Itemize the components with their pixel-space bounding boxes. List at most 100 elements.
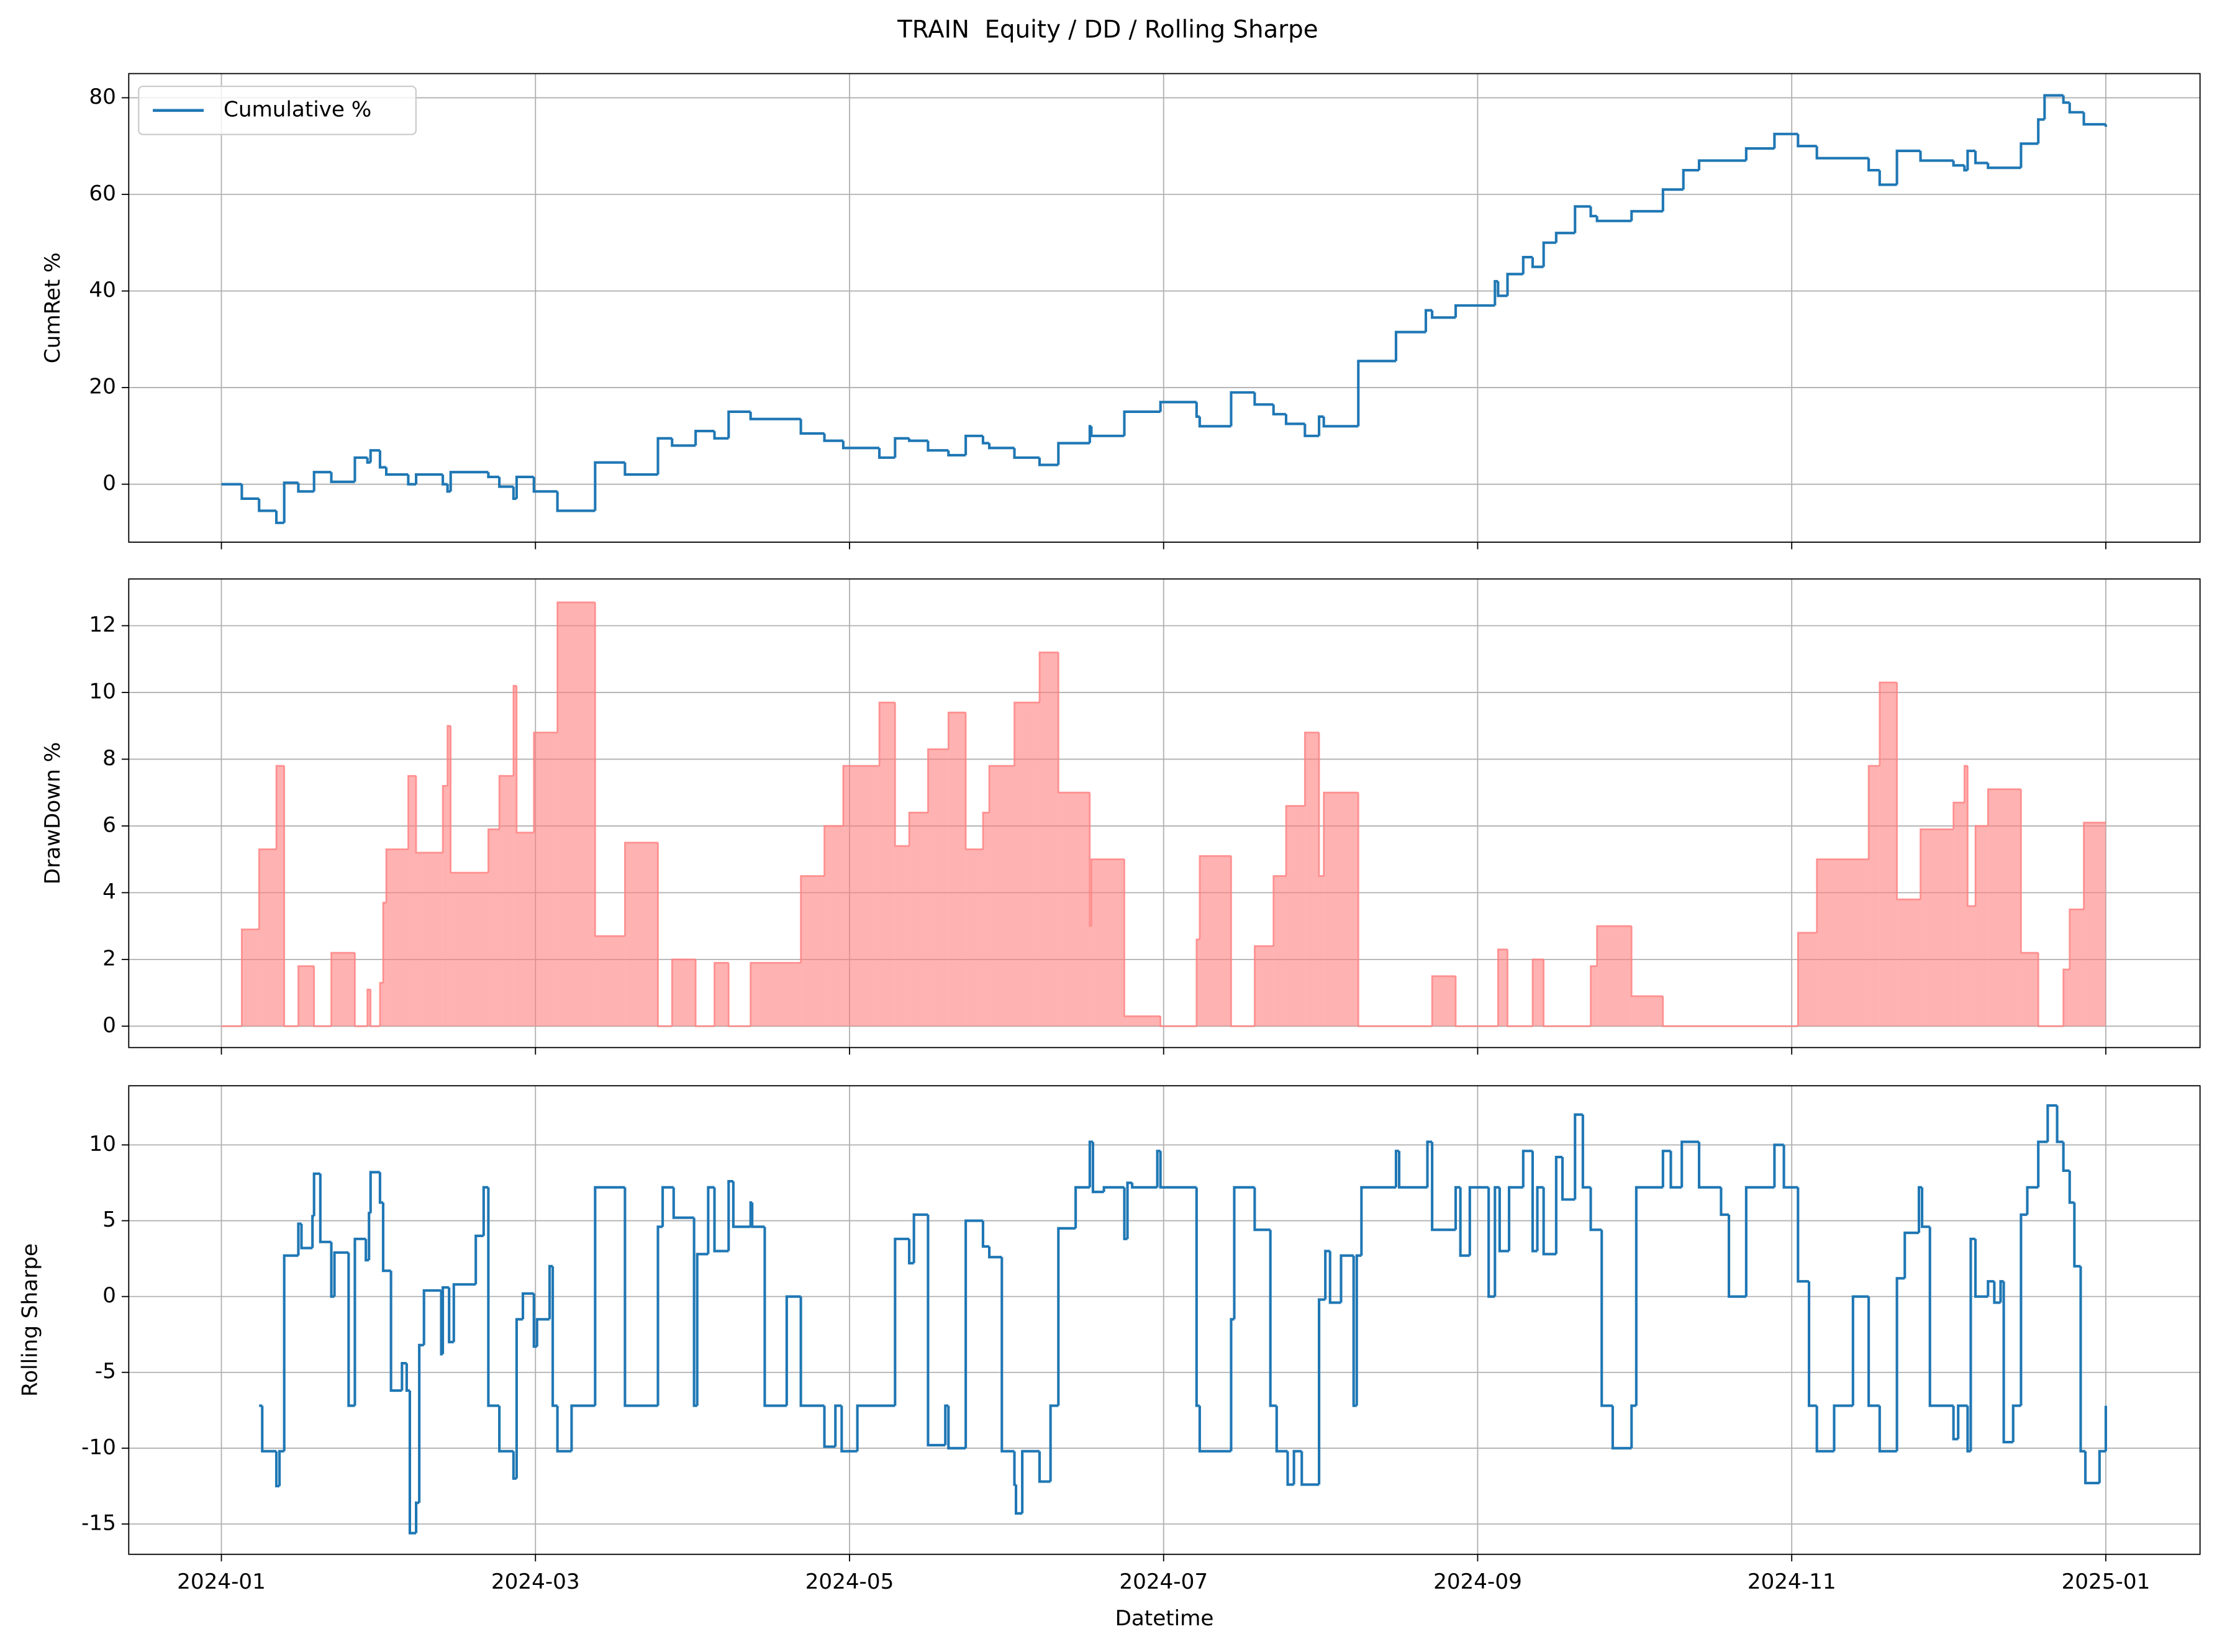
area-step	[2083, 822, 2106, 1027]
line-step	[1957, 1404, 1968, 1440]
line-step	[1921, 1187, 1930, 1228]
axes-frame	[128, 1085, 2201, 1555]
line-step	[1272, 404, 1286, 415]
line-step	[2037, 1140, 2048, 1187]
line-step	[2011, 1404, 2021, 1443]
line-step	[1987, 1280, 1995, 1297]
line-step	[1318, 1298, 1326, 1485]
line-step	[1521, 256, 1533, 275]
line-step	[570, 1404, 596, 1451]
line-step	[452, 1283, 476, 1342]
line-step	[1952, 160, 1965, 167]
line-step	[1669, 1151, 1682, 1189]
x-tick-label: 2024-09	[1433, 1569, 1522, 1594]
line-step	[894, 1237, 910, 1406]
area-step	[259, 849, 277, 1027]
line-step	[1969, 1237, 1976, 1451]
area-edge	[297, 965, 314, 1027]
line-step	[947, 450, 966, 457]
y-tick-label: 10	[89, 1132, 116, 1156]
area-edge	[385, 848, 409, 903]
area-edge	[415, 776, 443, 854]
area-step	[625, 842, 658, 1027]
area-edge	[1662, 996, 1798, 1027]
y-axis-label: Rolling Sharpe	[18, 1243, 43, 1397]
y-axis-label: CumRet %	[40, 252, 65, 363]
line-step	[1531, 1151, 1538, 1253]
area-edge	[823, 825, 843, 876]
area-step	[1039, 652, 1059, 1027]
line-step	[2084, 1451, 2100, 1485]
line-step	[2079, 1266, 2086, 1453]
area-edge	[1497, 948, 1508, 1027]
area-edge	[988, 765, 1015, 813]
area-edge	[241, 928, 260, 1027]
line-step	[1021, 1450, 1040, 1514]
area-step	[1590, 966, 1597, 1027]
line-step	[1049, 1404, 1059, 1482]
area-edge	[927, 748, 949, 813]
area-step	[1953, 802, 1965, 1027]
area-step	[298, 966, 314, 1027]
line-step	[407, 474, 417, 486]
area-step	[1091, 859, 1125, 1027]
x-axis-label: Datetime	[1115, 1606, 1214, 1631]
area-edge	[694, 959, 715, 1027]
line-step	[1987, 163, 2021, 170]
line-step	[1322, 416, 1359, 428]
line-step	[312, 471, 332, 492]
area-step	[1498, 949, 1508, 1027]
line-step	[1159, 1151, 1197, 1189]
line-step	[482, 1186, 489, 1236]
line-step	[1195, 402, 1200, 418]
line-step	[2002, 1281, 2013, 1444]
line-step	[1966, 149, 1976, 171]
line-step	[258, 498, 277, 512]
area-edge	[800, 875, 825, 963]
area-edge	[1797, 932, 1817, 1027]
area-edge	[1090, 858, 1125, 927]
area-step	[2063, 969, 2070, 1027]
line-step	[713, 431, 729, 440]
area-edge	[313, 966, 332, 1027]
area-edge	[487, 828, 500, 873]
area-edge	[878, 701, 895, 766]
x-tick-label: 2025-01	[2062, 1569, 2151, 1594]
y-tick-label: 0	[102, 471, 116, 496]
line-step	[2062, 95, 2070, 104]
line-step	[535, 1318, 550, 1347]
x-tick-label: 2024-05	[805, 1569, 894, 1594]
area-edge	[2083, 822, 2106, 910]
line-step	[696, 1253, 709, 1406]
line-step	[366, 457, 371, 464]
area-step	[2069, 909, 2084, 1027]
area-edge	[379, 982, 383, 1027]
line-step	[823, 433, 843, 442]
line-step	[1574, 205, 1591, 234]
line-step	[368, 1212, 371, 1261]
line-step	[1661, 188, 1684, 212]
line-step	[840, 1405, 858, 1453]
line-step	[927, 440, 949, 452]
line-step	[2020, 1213, 2028, 1406]
area-step	[1869, 766, 1880, 1027]
y-tick-label: 2	[102, 946, 116, 971]
line-step	[2043, 94, 2064, 120]
area-step	[557, 602, 596, 1027]
line-step	[1928, 1227, 1954, 1407]
area-step	[383, 902, 387, 1027]
line-step	[1974, 1238, 1988, 1298]
plot-area	[221, 601, 2106, 1027]
area-edge	[671, 958, 696, 1027]
area-edge	[382, 902, 387, 983]
area-step	[1124, 1016, 1161, 1027]
area-edge	[1357, 792, 1433, 1027]
area-edge	[2020, 789, 2039, 954]
area-edge	[1630, 926, 1663, 997]
plot-area	[259, 1104, 2107, 1535]
area-step	[1798, 932, 1817, 1027]
line-step	[908, 1238, 914, 1264]
line-step	[1728, 1214, 1746, 1298]
area-edge	[1123, 859, 1161, 1017]
